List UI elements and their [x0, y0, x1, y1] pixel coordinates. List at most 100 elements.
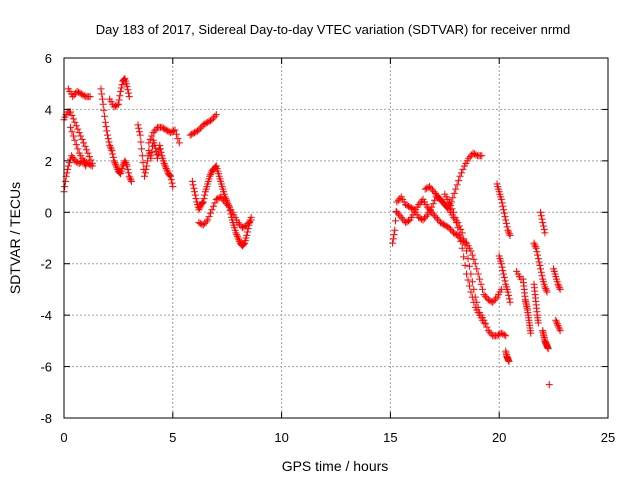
data-point	[105, 138, 113, 146]
data-point	[445, 224, 453, 232]
data-point	[215, 194, 223, 202]
data-point	[454, 231, 462, 239]
data-point	[65, 159, 73, 167]
data-point	[556, 285, 564, 293]
data-point	[88, 159, 96, 167]
data-point	[84, 149, 92, 157]
data-point	[446, 200, 454, 208]
data-point	[394, 210, 402, 218]
data-point	[101, 112, 109, 120]
data-point	[500, 206, 508, 214]
data-point	[470, 255, 478, 263]
data-points	[60, 75, 564, 389]
data-point	[235, 236, 243, 244]
data-point	[222, 200, 230, 208]
data-point	[542, 285, 550, 293]
data-point	[541, 229, 549, 237]
data-point	[218, 195, 226, 203]
data-point	[420, 214, 428, 222]
data-point	[481, 292, 489, 300]
data-point	[436, 195, 444, 203]
data-point	[517, 275, 525, 283]
data-point	[504, 288, 512, 296]
data-point	[246, 218, 254, 226]
data-point	[165, 171, 173, 179]
data-point	[467, 288, 475, 296]
data-point	[192, 128, 200, 136]
x-tick-label: 10	[274, 430, 288, 445]
data-point	[67, 108, 75, 116]
data-point	[502, 219, 510, 227]
y-tick-label: 4	[45, 102, 52, 117]
data-point	[534, 251, 542, 259]
data-point	[445, 198, 453, 206]
data-point	[406, 203, 414, 211]
y-tick-labels: -8 -6 -4 -2 0 2 4 6	[40, 51, 52, 426]
data-point	[502, 216, 510, 224]
data-point	[125, 89, 133, 97]
data-point	[162, 165, 170, 173]
data-point	[153, 151, 161, 159]
data-point	[120, 75, 128, 83]
data-point	[471, 260, 479, 268]
data-point	[426, 207, 434, 215]
data-point	[199, 198, 207, 206]
data-point	[535, 258, 543, 266]
data-point	[527, 329, 535, 337]
data-point	[100, 106, 108, 114]
data-point	[72, 141, 80, 149]
data-point	[471, 150, 479, 158]
data-point	[80, 157, 88, 165]
data-point	[472, 151, 480, 159]
data-point	[236, 220, 244, 228]
data-point	[405, 217, 413, 225]
data-point	[104, 131, 112, 139]
data-point	[102, 123, 110, 131]
data-point	[125, 169, 133, 177]
data-point	[143, 157, 151, 165]
data-point	[463, 270, 471, 278]
data-point	[195, 126, 203, 134]
data-point	[212, 111, 220, 119]
data-point	[61, 177, 69, 185]
data-point	[118, 81, 126, 89]
data-point	[106, 141, 114, 149]
data-point	[530, 239, 538, 247]
data-point	[500, 270, 508, 278]
data-point	[534, 319, 542, 327]
data-point	[156, 141, 164, 149]
data-point	[81, 142, 89, 150]
data-point	[431, 212, 439, 220]
data-point	[465, 154, 473, 162]
data-point	[74, 125, 82, 133]
data-point	[536, 261, 544, 269]
data-point	[467, 247, 475, 255]
data-point	[172, 130, 180, 138]
x-tick-label: 0	[60, 430, 67, 445]
data-point	[434, 193, 442, 201]
data-point	[138, 145, 146, 153]
data-point	[113, 164, 121, 172]
data-point	[555, 323, 563, 331]
y-tick-label: -8	[40, 411, 52, 426]
data-point	[170, 127, 178, 135]
data-point	[555, 284, 563, 292]
data-point	[459, 165, 467, 173]
data-point	[437, 196, 445, 204]
data-point	[201, 191, 209, 199]
data-point	[158, 123, 166, 131]
data-point	[69, 93, 77, 101]
data-point	[402, 201, 410, 209]
data-point	[97, 85, 105, 93]
data-point	[189, 181, 197, 189]
data-point	[196, 124, 204, 132]
data-point	[207, 171, 215, 179]
data-point	[80, 139, 88, 147]
data-point	[504, 226, 512, 234]
data-point	[136, 131, 144, 139]
data-point	[389, 235, 397, 243]
data-point	[72, 122, 80, 130]
data-point	[147, 154, 155, 162]
grid-lines	[64, 58, 608, 418]
